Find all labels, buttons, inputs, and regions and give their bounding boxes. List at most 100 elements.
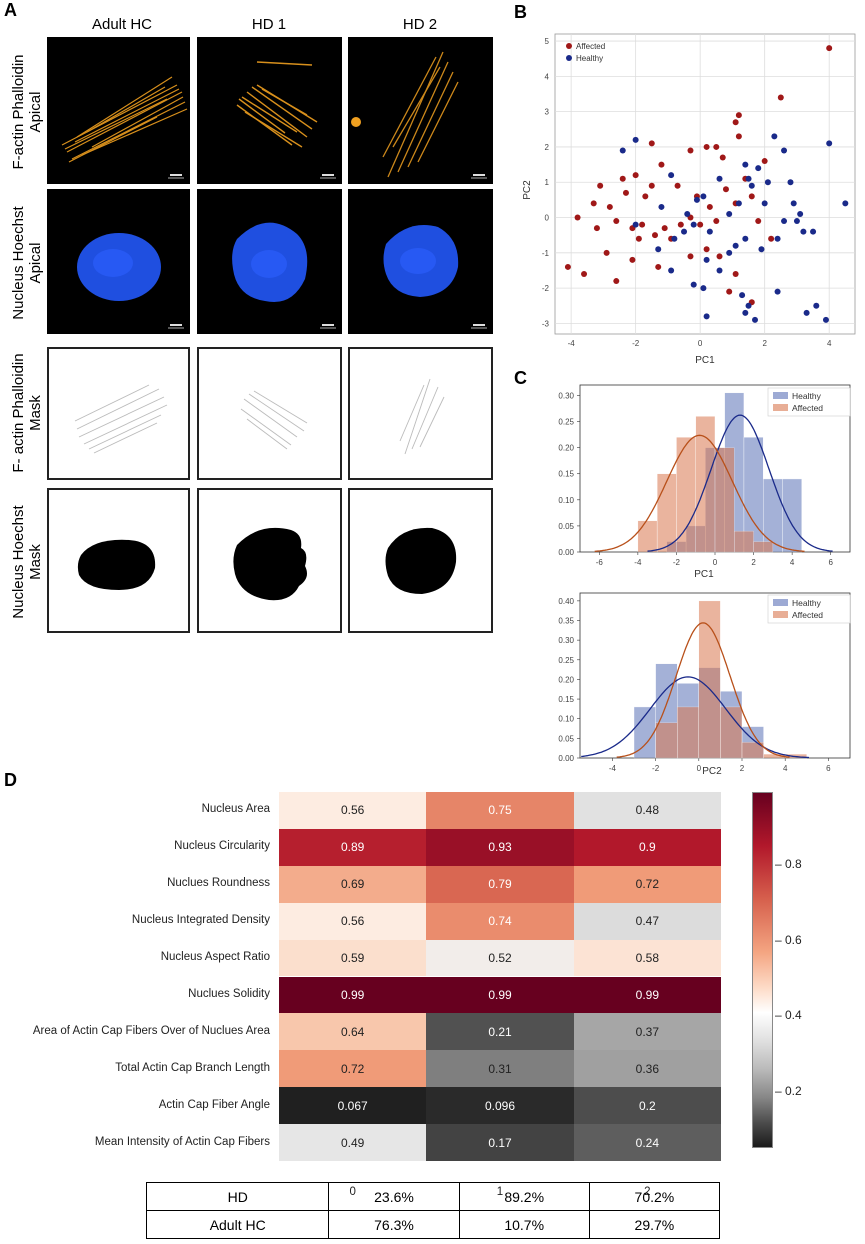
scatter-point-healthy bbox=[826, 140, 833, 147]
scatter-point-healthy bbox=[781, 218, 788, 225]
heatmap-cell: 0.56 bbox=[279, 792, 427, 829]
mask-actin-adult-hc bbox=[47, 347, 190, 480]
scatter-point-healthy bbox=[822, 316, 829, 323]
column-header-hd1: HD 1 bbox=[251, 16, 287, 33]
scatter-point-affected bbox=[777, 94, 784, 101]
heatmap-row-label: Nucleus Integrated Density bbox=[131, 914, 270, 927]
heatmap-cell: 0.21 bbox=[426, 1013, 574, 1051]
pc1-legend: Healthy Affected bbox=[767, 387, 851, 417]
x-tick-label: -2 bbox=[673, 558, 681, 567]
scatter-point-affected bbox=[603, 249, 610, 256]
legend-swatch-healthy bbox=[773, 392, 788, 399]
heatmap-cell: 0.47 bbox=[573, 902, 721, 940]
nucleus-image bbox=[77, 233, 161, 301]
heatmap-row-label: Total Actin Cap Branch Length bbox=[115, 1061, 270, 1074]
scatter-point-affected bbox=[706, 203, 713, 210]
y-tick-label: -3 bbox=[542, 319, 550, 328]
table-cell: 10.7% bbox=[458, 1210, 590, 1239]
y-tick-label: 0.35 bbox=[558, 617, 574, 626]
scatter-point-healthy bbox=[681, 228, 688, 235]
heatmap-row-label: Area of Actin Cap Fibers Over of Nuclues… bbox=[32, 1024, 270, 1037]
scatter-point-healthy bbox=[745, 175, 752, 182]
legend-label-healthy: Healthy bbox=[792, 598, 822, 608]
micrograph-actin-adult-hc bbox=[47, 37, 190, 184]
scatter-point-healthy bbox=[658, 203, 665, 210]
nucleus-image bbox=[383, 225, 459, 297]
heatmap-cell: 0.17 bbox=[426, 1124, 574, 1161]
y-tick-label: 0.10 bbox=[558, 715, 574, 724]
histogram-bar-affected bbox=[734, 530, 754, 553]
table-cell: 29.7% bbox=[588, 1210, 721, 1239]
scatter-point-affected bbox=[755, 218, 762, 225]
scatter-point-healthy bbox=[690, 281, 697, 288]
scatter-point-healthy bbox=[764, 179, 771, 186]
heatmap-cell: 0.74 bbox=[426, 902, 574, 940]
scatter-point-healthy bbox=[668, 267, 675, 274]
y-tick-label: 0.30 bbox=[558, 391, 574, 400]
scatter-point-affected bbox=[722, 186, 729, 193]
heatmap-cell: 0.69 bbox=[279, 865, 427, 903]
actin-fibers-image bbox=[236, 61, 318, 148]
table-row: HD 23.6% 89.2% 70.2% bbox=[145, 1182, 721, 1211]
scatter-point-healthy bbox=[668, 172, 675, 179]
scatter-point-healthy bbox=[739, 292, 746, 299]
nucleus-image bbox=[232, 222, 308, 303]
pca-scatter-chart: -4 -2 0 2 4 -3 -2 -1 0 1 2 3 4 5 Affected Healthy PC1… bbox=[522, 33, 856, 365]
heatmap-row-label: Nucleus Circularity bbox=[174, 840, 270, 853]
heatmap-cell: 0.93 bbox=[426, 828, 574, 866]
scatter-point-affected bbox=[713, 143, 720, 150]
pc2-histogram-plot: 0.00 0.05 0.10 0.15 0.20 0.25 0.30 0.35 0.40 -4 -2… bbox=[558, 592, 851, 773]
scatter-point-affected bbox=[826, 45, 833, 52]
scatter-point-affected bbox=[761, 158, 768, 165]
histogram-bar-affected bbox=[655, 722, 678, 759]
histogram-bar-affected bbox=[676, 706, 699, 759]
scatter-point-affected bbox=[632, 172, 639, 179]
scatter-point-affected bbox=[719, 154, 726, 161]
y-tick-label: 0.05 bbox=[558, 734, 574, 743]
scatter-point-healthy bbox=[771, 133, 778, 140]
panel-letter-a: A bbox=[4, 0, 17, 20]
x-tick-label: 0 bbox=[713, 558, 718, 567]
legend-label-healthy: Healthy bbox=[792, 391, 822, 401]
heatmap-cell: 0.79 bbox=[426, 865, 574, 903]
table-cell: 89.2% bbox=[458, 1182, 590, 1211]
y-tick-label: 5 bbox=[545, 37, 550, 46]
legend-marker-healthy bbox=[566, 55, 572, 61]
heatmap-cell: 0.37 bbox=[573, 1013, 721, 1051]
scatter-point-healthy bbox=[745, 302, 752, 309]
heatmap-row-label: Nucleus Aspect Ratio bbox=[160, 951, 270, 964]
x-tick-label: 0 bbox=[698, 339, 703, 348]
heatmap-row-label: Nucleus Area bbox=[201, 803, 270, 816]
scale-bar bbox=[471, 324, 487, 329]
colorbar-tick-label: – 0.4 bbox=[775, 1008, 802, 1023]
y-tick-label: 0 bbox=[545, 214, 550, 223]
scatter-point-affected bbox=[697, 221, 704, 228]
y-tick-label: 0.10 bbox=[558, 496, 574, 505]
scatter-point-affected bbox=[713, 218, 720, 225]
scatter-point-affected bbox=[687, 253, 694, 260]
legend-label-healthy: Healthy bbox=[576, 54, 603, 63]
scatter-point-healthy bbox=[703, 313, 710, 320]
scatter-point-affected bbox=[593, 225, 600, 232]
x-tick-label: -4 bbox=[609, 764, 617, 773]
heatmap-cell: 0.36 bbox=[573, 1050, 721, 1088]
histogram-bar-healthy bbox=[763, 478, 783, 553]
scatter-point-affected bbox=[639, 221, 646, 228]
y-tick-label: 3 bbox=[545, 108, 550, 117]
x-tick-label: 6 bbox=[826, 764, 831, 773]
panel-letter-c: C bbox=[514, 368, 527, 388]
scatter-point-affected bbox=[677, 221, 684, 228]
scatter-point-healthy bbox=[700, 193, 707, 200]
panel-letter-b: B bbox=[514, 2, 527, 22]
scatter-point-affected bbox=[687, 147, 694, 154]
scatter-point-healthy bbox=[787, 179, 794, 186]
pc1-xlabel: PC1 bbox=[694, 569, 714, 580]
scatter-point-healthy bbox=[703, 256, 710, 263]
actin-mask-image bbox=[240, 390, 308, 450]
scale-bar bbox=[471, 174, 487, 179]
scatter-point-affected bbox=[590, 200, 597, 207]
heatmap-cell: 0.99 bbox=[573, 976, 721, 1014]
scatter-point-healthy bbox=[774, 235, 781, 242]
heatmap-row-label: Mean Intensity of Actin Cap Fibers bbox=[94, 1135, 270, 1148]
x-tick-label: -6 bbox=[596, 558, 604, 567]
